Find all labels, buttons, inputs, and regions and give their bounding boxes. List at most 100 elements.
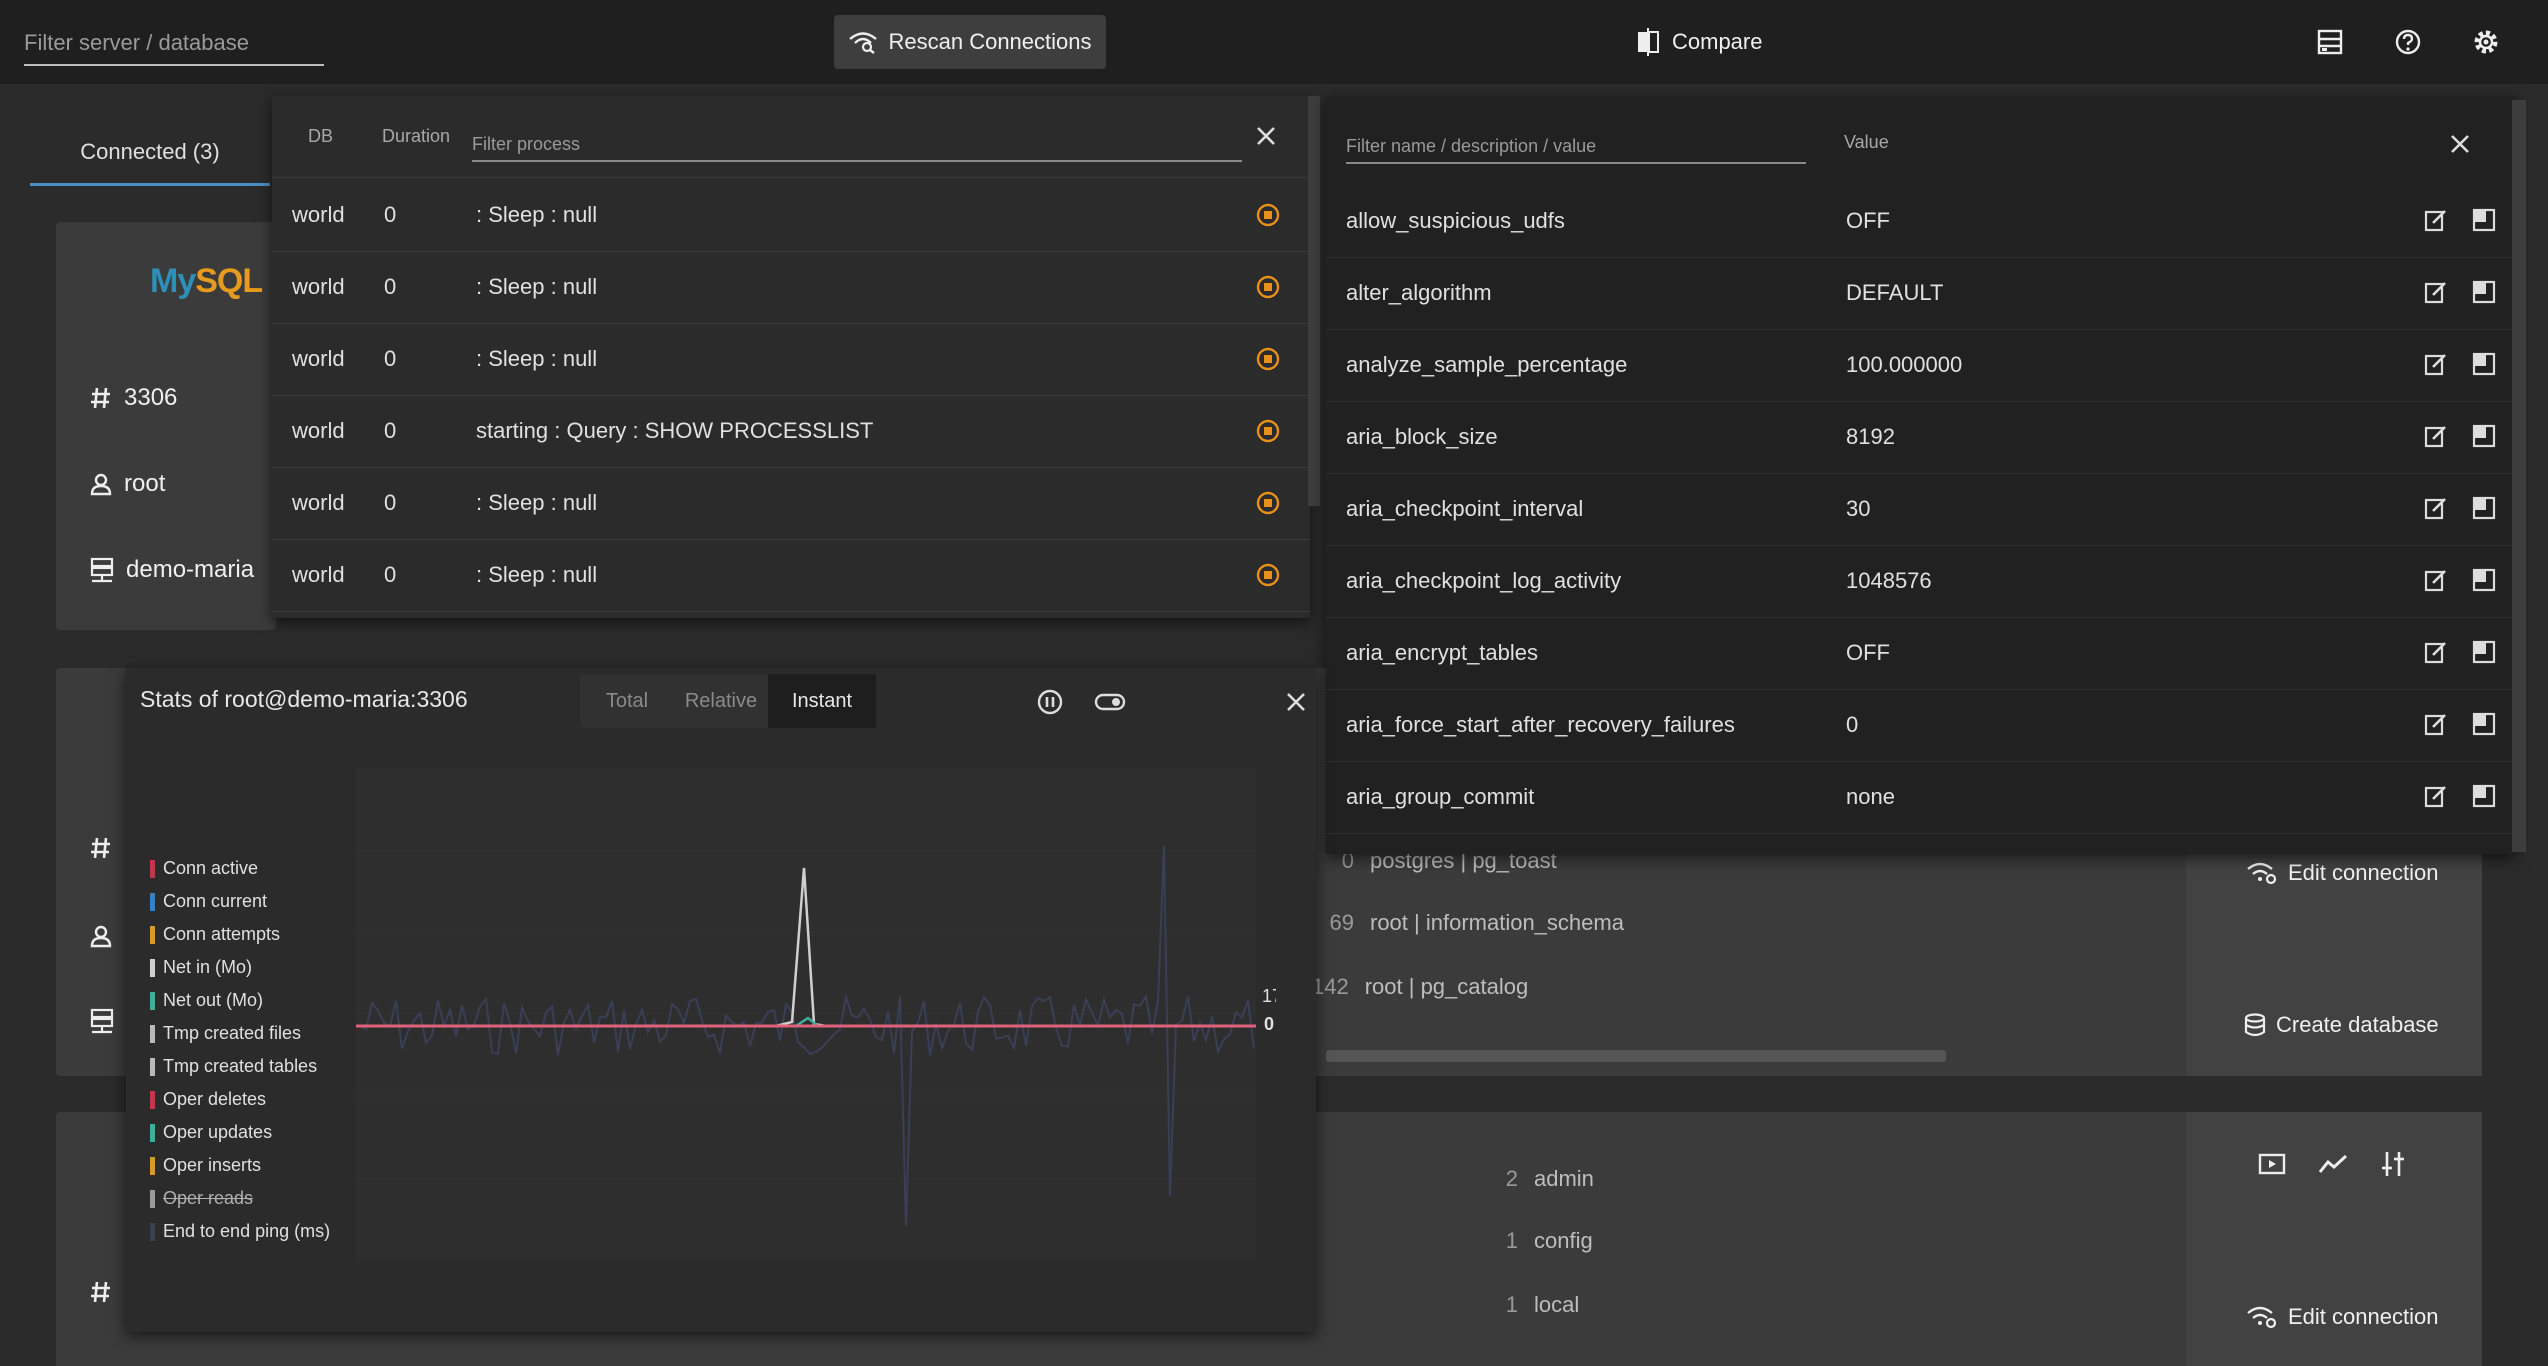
- stats-title: Stats of root@demo-maria:3306: [140, 686, 468, 712]
- variable-filter-input[interactable]: Filter name / description / value: [1346, 132, 1806, 164]
- legend-swatch: [150, 1090, 155, 1109]
- process-filter-input[interactable]: Filter process: [472, 130, 1242, 162]
- server-row: demo-maria: [90, 556, 254, 584]
- server-value: demo-maria: [126, 556, 255, 583]
- db-list-item[interactable]: 142 root | pg_catalog: [1312, 974, 1529, 999]
- card2-hash-icon: [90, 836, 112, 860]
- process-row: world 0: Sleep : null: [272, 324, 1310, 396]
- save-icon[interactable]: [2472, 712, 2496, 736]
- legend-swatch: [150, 1123, 155, 1142]
- legend-item[interactable]: Tmp created tables: [150, 1056, 317, 1077]
- settings-gear-icon[interactable]: [2468, 24, 2504, 60]
- edit-connection-button[interactable]: Edit connection: [2246, 860, 2438, 886]
- variable-row: aria_checkpoint_interval 30: [1326, 474, 2516, 546]
- pause-icon[interactable]: [1036, 688, 1064, 716]
- edit-icon[interactable]: [2424, 640, 2448, 664]
- save-icon[interactable]: [2472, 280, 2496, 304]
- edit-icon[interactable]: [2424, 208, 2448, 232]
- save-icon[interactable]: [2472, 352, 2496, 376]
- process-scrollbar[interactable]: [1308, 96, 1320, 506]
- kill-process-icon[interactable]: [1256, 491, 1280, 515]
- help-icon[interactable]: [2390, 24, 2426, 60]
- server-dns-icon: [90, 557, 114, 583]
- db-list-item[interactable]: 1 config: [1505, 1228, 1593, 1253]
- legend-item[interactable]: End to end ping (ms): [150, 1221, 330, 1242]
- kill-process-icon[interactable]: [1256, 275, 1280, 299]
- db-list-item[interactable]: 2 admin: [1505, 1166, 1594, 1191]
- create-database-button[interactable]: Create database: [2244, 1012, 2439, 1038]
- legend-item[interactable]: Conn active: [150, 858, 258, 879]
- rescan-label: Rescan Connections: [888, 29, 1092, 54]
- db-list-item[interactable]: 1 local: [1505, 1292, 1580, 1317]
- tab-connected[interactable]: Connected (3): [30, 120, 270, 186]
- legend-item[interactable]: Oper inserts: [150, 1155, 261, 1176]
- kill-process-icon[interactable]: [1256, 563, 1280, 587]
- tab-relative[interactable]: Relative: [684, 689, 758, 712]
- db-list-item[interactable]: 69 root | information_schema: [1329, 910, 1624, 935]
- wifi-settings-icon: [2246, 1305, 2278, 1329]
- save-icon[interactable]: [2472, 784, 2496, 808]
- legend-swatch: [150, 892, 155, 911]
- variable-row: aria_encrypt_tables OFF: [1326, 618, 2516, 690]
- edit-icon[interactable]: [2424, 280, 2448, 304]
- close-icon[interactable]: [2448, 132, 2472, 156]
- save-icon[interactable]: [2472, 208, 2496, 232]
- legend-item[interactable]: Conn attempts: [150, 924, 280, 945]
- legend-swatch: [150, 958, 155, 977]
- save-icon[interactable]: [2472, 640, 2496, 664]
- server-list-icon[interactable]: [2312, 24, 2348, 60]
- kill-process-icon[interactable]: [1256, 419, 1280, 443]
- column-header-value[interactable]: Value: [1844, 132, 1889, 152]
- user-value: root: [124, 470, 166, 497]
- edit-icon[interactable]: [2424, 496, 2448, 520]
- compare-button[interactable]: Compare: [1636, 22, 1762, 62]
- legend-label: Oper reads: [163, 1188, 254, 1208]
- rescan-connections-button[interactable]: Rescan Connections: [834, 15, 1106, 69]
- toggle-icon[interactable]: [1094, 690, 1126, 714]
- legend-item[interactable]: Net out (Mo): [150, 990, 263, 1011]
- edit-icon[interactable]: [2424, 352, 2448, 376]
- stats-trend-icon[interactable]: [2318, 1152, 2348, 1176]
- legend-item[interactable]: Net in (Mo): [150, 957, 252, 978]
- legend-swatch: [150, 1024, 155, 1043]
- variable-row: aria_block_size 8192: [1326, 402, 2516, 474]
- horizontal-scrollbar[interactable]: [1326, 1050, 1946, 1062]
- edit-icon[interactable]: [2424, 784, 2448, 808]
- edit-icon[interactable]: [2424, 568, 2448, 592]
- legend-item[interactable]: Oper reads: [150, 1188, 253, 1209]
- legend-item[interactable]: Tmp created files: [150, 1023, 301, 1044]
- save-icon[interactable]: [2472, 568, 2496, 592]
- column-header-duration[interactable]: Duration: [382, 126, 451, 146]
- legend-swatch: [150, 991, 155, 1010]
- card-3-actions: [2186, 1112, 2482, 1366]
- close-icon[interactable]: [1284, 690, 1308, 714]
- tab-instant[interactable]: Instant: [768, 674, 876, 728]
- database-icon: [2244, 1013, 2266, 1037]
- close-icon[interactable]: [1254, 124, 1278, 148]
- save-icon[interactable]: [2472, 496, 2496, 520]
- edit-connection-button[interactable]: Edit connection: [2246, 1304, 2438, 1330]
- tab-total[interactable]: Total: [605, 689, 649, 712]
- process-row: world 0: Sleep : null: [272, 252, 1310, 324]
- filter-server-input[interactable]: Filter server / database: [24, 22, 324, 66]
- variables-scrollbar[interactable]: [2512, 100, 2526, 852]
- edit-icon[interactable]: [2424, 712, 2448, 736]
- legend-item[interactable]: Oper deletes: [150, 1089, 266, 1110]
- variables-tune-icon[interactable]: [2380, 1150, 2406, 1178]
- card2-user-icon: [90, 924, 112, 948]
- kill-process-icon[interactable]: [1256, 203, 1280, 227]
- save-icon[interactable]: [2472, 424, 2496, 448]
- legend-item[interactable]: Conn current: [150, 891, 267, 912]
- hash-icon: [90, 386, 112, 410]
- user-row: root: [90, 470, 165, 498]
- process-header: DB Duration Filter process: [272, 96, 1310, 178]
- axis-label-zero: 0: [1264, 1014, 1274, 1034]
- legend-item[interactable]: Oper updates: [150, 1122, 272, 1143]
- play-query-icon[interactable]: [2258, 1152, 2286, 1176]
- edit-icon[interactable]: [2424, 424, 2448, 448]
- legend-swatch: [150, 859, 155, 878]
- kill-process-icon[interactable]: [1256, 347, 1280, 371]
- variable-row: aria_checkpoint_log_activity 1048576: [1326, 546, 2516, 618]
- stats-mode-tabs: Total Relative Instant: [580, 674, 876, 728]
- column-header-db[interactable]: DB: [308, 126, 334, 146]
